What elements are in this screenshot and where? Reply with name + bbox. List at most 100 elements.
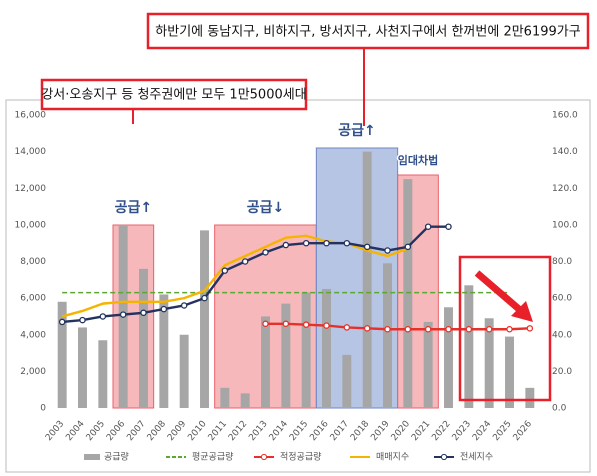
- y2-tick-label: 20.0: [552, 367, 572, 377]
- x-tick-label: 2025: [491, 419, 513, 443]
- series-marker: [404, 243, 412, 251]
- y2-tick-label: 40.0: [552, 330, 572, 340]
- bar: [423, 321, 433, 408]
- series-marker: [160, 305, 168, 313]
- series-marker: [384, 247, 391, 254]
- x-tick-label: 2014: [268, 419, 291, 443]
- series-marker: [262, 320, 269, 328]
- bar: [139, 268, 148, 408]
- annotation-box: [146, 12, 590, 50]
- series-marker: [465, 326, 473, 333]
- annotation: 하반기에 동남지구, 비하지구, 방서지구, 사천지구에서 한꺼번에 2만619…: [155, 25, 580, 40]
- series-marker: [363, 243, 371, 251]
- series-marker: [323, 322, 330, 329]
- series-marker: [58, 318, 66, 326]
- y2-tick-label: 0.0: [552, 404, 567, 414]
- series-marker: [445, 223, 452, 230]
- y2-tick-label: 80.0: [552, 257, 572, 267]
- series-marker: [201, 294, 208, 302]
- legend-label: 공급량: [104, 451, 129, 463]
- x-tick-label: 2016: [308, 419, 331, 443]
- series-marker: [282, 320, 290, 328]
- x-tick-label: 2015: [288, 419, 310, 443]
- y-tick-label: 16,000: [15, 111, 47, 121]
- legend-label: 매매지수: [376, 452, 409, 463]
- series-marker: [424, 223, 432, 230]
- bar: [179, 334, 189, 408]
- x-tick-label: 2003: [44, 419, 66, 443]
- bar: [464, 285, 474, 408]
- y-tick-label: 12,000: [15, 184, 47, 194]
- series-marker: [221, 267, 229, 274]
- bar: [98, 340, 108, 408]
- series-marker: [79, 316, 86, 324]
- series-marker: [384, 326, 391, 333]
- y-tick-label: 10,000: [15, 220, 47, 230]
- x-tick-label: 2013: [247, 419, 269, 443]
- y2-tick-label: 160.0: [552, 111, 578, 121]
- series-marker: [323, 239, 330, 247]
- series-marker: [424, 326, 432, 333]
- y2-tick-label: 120.0: [552, 184, 578, 194]
- callout-box: [458, 255, 552, 402]
- series-marker: [99, 313, 107, 320]
- bar: [322, 288, 331, 408]
- series-marker: [343, 324, 351, 331]
- annotation-box: [40, 78, 308, 111]
- series-marker: [526, 325, 534, 332]
- bar: [261, 316, 270, 408]
- legend-marker: [440, 453, 448, 461]
- bar: [525, 387, 535, 408]
- series-marker: [445, 326, 452, 333]
- y-tick-label: 4,000: [20, 330, 46, 340]
- bar: [505, 336, 514, 408]
- y-tick-label: 2,000: [20, 367, 46, 377]
- highlight-label: 공급↑: [115, 200, 153, 216]
- series-marker: [363, 325, 371, 332]
- y2-tick-label: 100.0: [552, 220, 578, 230]
- arrow-head: [511, 301, 533, 322]
- bar: [484, 318, 494, 408]
- x-tick-label: 2007: [125, 419, 147, 443]
- bar: [362, 151, 372, 408]
- legend-label: 적정공급량: [280, 451, 321, 463]
- annotation: 강서·오송지구 등 청주권에만 모두 1만5000세대: [41, 88, 306, 103]
- y2-tick-label: 140.0: [552, 147, 578, 157]
- highlight-label: 임대차법: [398, 153, 438, 167]
- y-tick-label: 6,000: [20, 294, 46, 304]
- x-tick-label: 2011: [207, 419, 229, 443]
- legend-swatch: [84, 454, 100, 460]
- bar: [220, 387, 230, 408]
- bar: [240, 393, 250, 408]
- x-tick-label: 2023: [451, 419, 473, 443]
- series-marker: [485, 326, 493, 333]
- x-tick-label: 2006: [105, 419, 128, 443]
- series-marker: [119, 311, 127, 318]
- series-marker: [302, 239, 310, 247]
- y2-tick-label: 60.0: [552, 294, 572, 304]
- bar: [159, 294, 169, 408]
- x-tick-label: 2021: [410, 419, 432, 443]
- series-marker: [180, 302, 188, 309]
- x-tick-label: 2020: [390, 419, 413, 443]
- series-marker: [302, 321, 310, 328]
- x-tick-label: 2017: [329, 419, 351, 443]
- legend-label: 평균공급량: [192, 451, 233, 463]
- series-marker: [241, 258, 249, 265]
- bar: [57, 301, 67, 408]
- highlight-label: 공급↑: [338, 123, 376, 139]
- series-marker: [343, 239, 351, 247]
- x-tick-label: 2024: [471, 419, 494, 443]
- bar: [200, 230, 209, 408]
- y-tick-label: 0: [40, 404, 46, 414]
- series-marker: [506, 326, 513, 333]
- y-tick-label: 14,000: [15, 147, 47, 157]
- arrow-shaft: [474, 270, 523, 313]
- series-marker: [140, 309, 147, 317]
- x-tick-label: 2010: [186, 419, 209, 443]
- x-tick-label: 2018: [349, 419, 372, 443]
- legend-label: 전세지수: [460, 452, 493, 463]
- series-line: [265, 322, 530, 331]
- series-marker: [282, 241, 290, 249]
- highlight-label: 공급↓: [247, 200, 285, 216]
